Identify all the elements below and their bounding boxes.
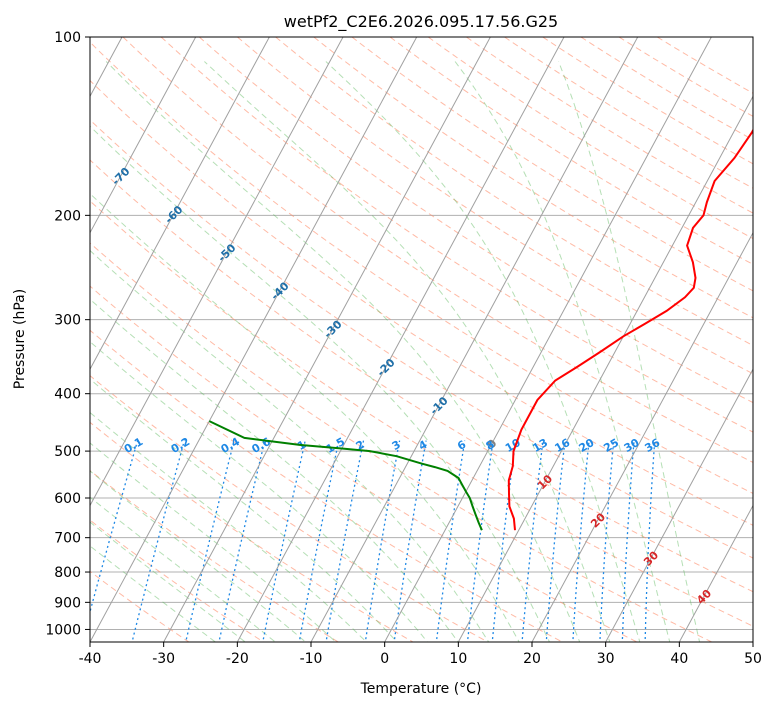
moist-adiabat-line: [90, 249, 490, 642]
dewpoint-profile: [208, 420, 483, 531]
moist-adiabat-line: [90, 298, 459, 642]
profiles: [208, 128, 753, 531]
mixing-ratio-line: [621, 440, 635, 642]
moist-adiabat-line: [90, 192, 520, 642]
temperature-profile: [507, 128, 753, 531]
pressure-grid: [90, 37, 753, 630]
mixing-ratio-line: [545, 440, 566, 642]
dry-adiabat-line: [90, 285, 639, 642]
x-tick-label: -40: [79, 651, 102, 667]
dry-adiabat-line: [504, 37, 753, 189]
x-tick-label: 20: [523, 651, 541, 667]
y-tick-label: 900: [54, 595, 81, 611]
plot-frame: [89, 36, 754, 643]
isotherm-line: [531, 231, 753, 642]
isotherm-line: [163, 37, 491, 642]
dry-adiabat-line: [90, 200, 753, 627]
y-tick-label: 300: [54, 313, 81, 329]
mixing-ratio-line: [644, 440, 656, 642]
dry-adiabat-line: [389, 37, 753, 265]
dry-adiabats: [90, 37, 753, 642]
x-axis-ticks: -40 -30 -20 -10 0 10 20 30 40 50: [79, 642, 762, 667]
dry-adiabat-line: [122, 37, 753, 463]
y-tick-label: 100: [54, 30, 81, 46]
x-tick-label: 0: [380, 651, 389, 667]
mixing-ratio-line: [521, 440, 544, 642]
dry-adiabat-line: [313, 37, 753, 319]
y-axis-title: Pressure (hPa): [12, 289, 28, 389]
isotherm-line: [605, 368, 753, 642]
mixing-ratio-line: [393, 440, 427, 642]
dry-adiabat-line: [90, 421, 414, 642]
y-tick-label: 1000: [45, 622, 81, 638]
x-tick-label: -30: [152, 651, 175, 667]
moist-adiabat-line: [558, 61, 701, 642]
dry-adiabat-line: [90, 79, 753, 526]
isotherm-line: [90, 37, 197, 234]
mixing-ratio-line: [572, 440, 590, 642]
x-tick-label: 50: [744, 651, 762, 667]
moist-adiabat-line: [105, 61, 581, 642]
moist-adiabat-line: [204, 61, 611, 642]
chart-title: wetPf2_C2E6.2026.095.17.56.G25: [284, 12, 558, 32]
moist-adiabat-line: [90, 341, 429, 642]
isotherm-line: [90, 37, 418, 642]
mixing-ratio-line: [599, 440, 615, 642]
mixing-ratio-line: [325, 440, 365, 642]
moist-adiabat-line: [90, 442, 337, 642]
dry-adiabat-line: [160, 37, 753, 433]
y-tick-label: 200: [54, 208, 81, 224]
x-tick-label: 10: [449, 651, 467, 667]
y-tick-label: 700: [54, 531, 81, 547]
mixing-ratio-line: [262, 440, 306, 642]
isotherm-line: [457, 95, 753, 642]
isotherm-line: [90, 37, 344, 507]
isotherms: [90, 37, 753, 642]
x-tick-label: 40: [670, 651, 688, 667]
y-tick-label: 400: [54, 387, 81, 403]
isotherm-line: [90, 37, 270, 371]
x-tick-label: -10: [300, 651, 323, 667]
mixing-ratio-lines: [90, 440, 656, 642]
moist-adiabat-line: [90, 411, 368, 642]
mixing-ratio-line: [185, 440, 235, 642]
mixing-ratio-line: [466, 440, 494, 642]
isotherm-line: [310, 37, 639, 642]
mixing-ratio-line: [298, 440, 340, 642]
y-tick-label: 800: [54, 565, 81, 581]
moist-adiabat-line: [325, 61, 641, 642]
x-axis-title: Temperature (°C): [360, 681, 482, 697]
moist-adiabat-line: [90, 470, 307, 642]
moist-adiabat-line: [454, 61, 671, 642]
mixing-ratio-line: [435, 440, 466, 642]
dry-adiabat-line: [90, 329, 564, 642]
mixing-ratio-line: [364, 440, 401, 642]
isotherm-line: [236, 37, 565, 642]
dry-adiabat-line: [90, 41, 753, 494]
x-tick-label: 30: [597, 651, 615, 667]
dry-adiabat-line: [90, 159, 753, 593]
y-axis-ticks: 100 200 300 400 500 600 700 800 900 1000: [45, 30, 90, 638]
mixing-ratio-line: [131, 440, 185, 642]
y-tick-label: 600: [54, 491, 81, 507]
dry-adiabat-line: [90, 375, 489, 642]
mixing-ratio-line: [218, 440, 266, 642]
dry-adiabat-line: [198, 37, 753, 404]
mixing-ratio-line: [491, 440, 517, 642]
dry-adiabat-line: [90, 119, 753, 559]
isotherm-line: [384, 37, 712, 642]
plot-area: -100-90-80-70-60-50-40-30-20-10010203040…: [90, 37, 753, 642]
moist-adiabats: [90, 61, 701, 642]
x-tick-label: -20: [226, 651, 249, 667]
isotherm-line: [678, 504, 753, 642]
y-tick-label: 500: [54, 444, 81, 460]
